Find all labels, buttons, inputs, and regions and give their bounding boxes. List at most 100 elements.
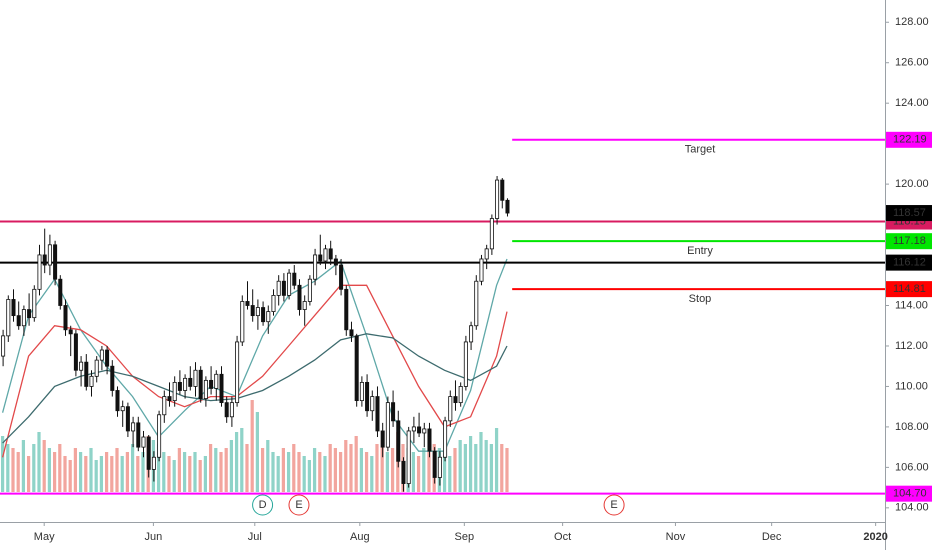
candle-body [209,379,214,389]
volume-bar [266,440,270,492]
volume-bar [286,452,291,492]
volume-bar [115,448,119,492]
volume-bar [234,432,239,492]
price-tag [886,281,932,298]
candle-body [125,406,130,432]
volume-bar [364,452,369,492]
candle-body [79,361,84,371]
candle-body [68,329,73,335]
candle-body [141,436,146,448]
candle-body [370,396,375,412]
volume-bar [188,456,192,492]
volume-bar [0,436,5,492]
y-tick-label: 114.00 [895,299,928,311]
candle-body [422,428,427,434]
candle-body [94,359,99,377]
volume-bar [458,440,462,492]
price-tag-label: 117.18 [893,235,926,247]
candle-body [427,428,432,452]
candle-body [136,422,141,448]
candle-body [479,258,484,282]
volume-bar [484,440,488,492]
volume-bar [349,444,353,492]
candle-body [432,450,437,478]
volume-bar [245,444,249,492]
moving-average [2,333,508,444]
volume-bar [73,448,78,492]
candle-body [500,179,505,201]
volume-bar [271,452,275,492]
volume-bar [318,452,322,492]
candle-body [391,402,396,422]
candle-body [261,307,266,323]
volume-bar [104,452,109,492]
candle-body [401,460,406,484]
volume-bar [250,400,254,492]
candle-body [99,349,104,361]
candle-body [266,311,271,323]
candle-body [115,390,120,412]
volume-bar [193,452,197,492]
volume-bar [32,444,36,492]
candle-body [16,315,21,327]
x-tick-label: Sep [455,531,475,543]
volume-bar [99,456,104,492]
volume-bar [323,456,327,492]
candle-body [328,248,333,260]
candle-body [458,386,463,404]
candle-body [105,349,110,367]
volume-bar [359,448,363,492]
volume-bar [203,456,208,492]
candle-body [84,361,89,387]
price-tag [886,254,932,271]
volume-bar [229,440,234,492]
candle-body [188,377,193,387]
candle-body [110,365,115,391]
volume-bar [494,428,499,492]
volume-bar [385,452,389,492]
volume-bar [489,444,493,492]
candle-body [11,299,16,317]
x-tick-label: 2020 [863,531,887,543]
volume-bar [281,448,285,492]
volume-bar [474,444,478,492]
volume-bar [375,444,379,492]
candle-body [58,278,63,306]
candle-body [505,199,510,214]
volume-bar [21,440,26,492]
candle-body [375,396,380,432]
volume-bar [224,448,228,492]
volume-bar [307,460,311,492]
volume-bar [68,460,72,492]
candle-body [323,248,328,262]
candle-body [167,396,172,402]
volume-bar [468,436,473,492]
volume-bar [219,452,223,492]
candle-body [443,420,448,458]
event-label: D [259,499,267,511]
candle-body [495,179,500,219]
volume-bar [130,444,135,492]
candle-body [385,402,390,448]
candle-body [151,456,156,470]
volume-bar [42,440,46,492]
candle-body [406,430,411,484]
candle-body [287,272,292,296]
volume-bar [167,456,171,492]
volume-bar [214,448,218,492]
candle-body [318,254,323,262]
volume-bar [172,460,176,492]
candle-body [463,341,468,387]
candle-body [120,406,125,412]
volume-bar [162,452,166,492]
volume-bar [136,456,140,492]
candle-body [344,288,349,331]
candle-body [37,254,42,290]
candle-body [219,373,224,404]
volume-bar [302,456,306,492]
candle-body [276,280,281,296]
y-tick-label: 124.00 [895,97,929,109]
candle-body [297,284,302,310]
volume-bar [156,444,161,492]
volume-bar [292,444,296,492]
